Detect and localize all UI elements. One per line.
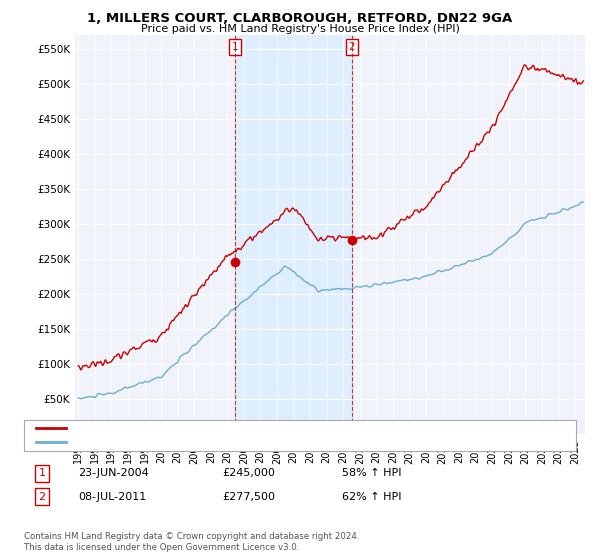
- Text: 1, MILLERS COURT, CLARBOROUGH, RETFORD, DN22 9GA (detached house): 1, MILLERS COURT, CLARBOROUGH, RETFORD, …: [75, 423, 454, 433]
- Text: HPI: Average price, detached house, Bassetlaw: HPI: Average price, detached house, Bass…: [75, 437, 310, 447]
- Text: 62% ↑ HPI: 62% ↑ HPI: [342, 492, 401, 502]
- Text: £277,500: £277,500: [222, 492, 275, 502]
- Text: 08-JUL-2011: 08-JUL-2011: [78, 492, 146, 502]
- Text: 1: 1: [38, 468, 46, 478]
- Text: 1, MILLERS COURT, CLARBOROUGH, RETFORD, DN22 9GA: 1, MILLERS COURT, CLARBOROUGH, RETFORD, …: [88, 12, 512, 25]
- Text: 1: 1: [232, 43, 238, 52]
- Text: £245,000: £245,000: [222, 468, 275, 478]
- Text: 2: 2: [38, 492, 46, 502]
- Bar: [235, 35, 352, 434]
- Text: 2: 2: [349, 43, 355, 52]
- Text: Contains HM Land Registry data © Crown copyright and database right 2024.
This d: Contains HM Land Registry data © Crown c…: [24, 533, 359, 552]
- Text: Price paid vs. HM Land Registry's House Price Index (HPI): Price paid vs. HM Land Registry's House …: [140, 24, 460, 34]
- Text: 23-JUN-2004: 23-JUN-2004: [78, 468, 149, 478]
- Text: 58% ↑ HPI: 58% ↑ HPI: [342, 468, 401, 478]
